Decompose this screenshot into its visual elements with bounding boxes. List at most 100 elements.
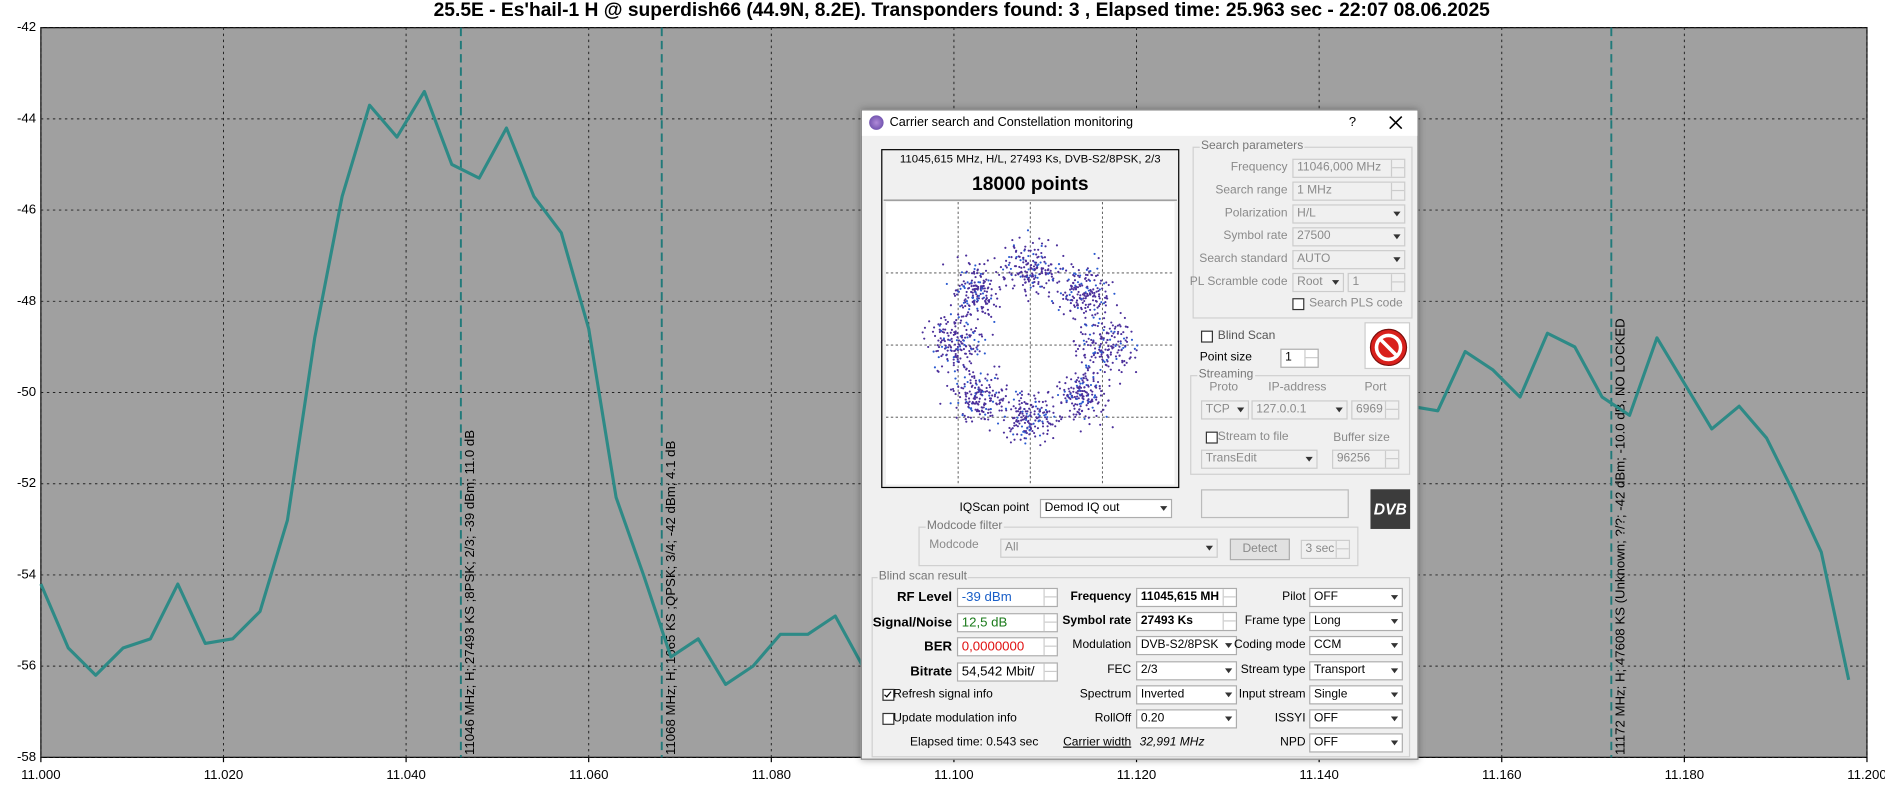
checkbox[interactable] xyxy=(1200,330,1213,343)
iq-point xyxy=(1098,348,1101,351)
iq-point xyxy=(1110,330,1113,333)
iq-point xyxy=(949,313,952,316)
input-field[interactable]: 27500 xyxy=(1292,227,1406,247)
input-field[interactable]: 1 xyxy=(1280,348,1319,368)
spinner[interactable] xyxy=(1222,589,1236,606)
iq-point xyxy=(975,400,978,404)
iq-point xyxy=(933,334,937,338)
spinner[interactable] xyxy=(1335,540,1349,558)
iq-point xyxy=(1082,297,1085,300)
close-icon xyxy=(1389,116,1403,130)
iq-point xyxy=(981,272,984,276)
checkbox[interactable] xyxy=(1205,431,1218,444)
iq-point xyxy=(1079,430,1082,433)
iq-point xyxy=(1071,295,1074,298)
input-field[interactable]: 54,542 Mbit/ xyxy=(956,662,1058,682)
input-field[interactable]: Single xyxy=(1309,684,1403,705)
iq-point xyxy=(1044,269,1047,272)
input-field[interactable]: 11046,000 MHz xyxy=(1292,158,1406,178)
input-field[interactable]: Transport xyxy=(1309,660,1403,680)
input-field[interactable]: 12,5 dB xyxy=(956,612,1058,632)
input-field[interactable]: H/L xyxy=(1292,204,1406,224)
input-field[interactable]: TransEdit xyxy=(1200,449,1318,469)
iq-point xyxy=(968,369,971,373)
input-field[interactable]: 127.0.0.1 xyxy=(1251,400,1348,420)
iq-point xyxy=(946,384,949,387)
iq-point xyxy=(1068,390,1071,393)
detect-button[interactable]: Detect xyxy=(1229,538,1290,561)
iq-point xyxy=(1088,333,1092,336)
input-field[interactable]: -39 dBm xyxy=(956,587,1058,608)
input-field[interactable]: 1 MHz xyxy=(1292,181,1406,201)
input-field[interactable]: CCM xyxy=(1309,636,1403,656)
iq-point xyxy=(1096,351,1099,355)
input-field[interactable]: 1 xyxy=(1347,272,1406,293)
checkbox[interactable] xyxy=(882,688,895,701)
input-field[interactable]: OFF xyxy=(1309,587,1403,608)
iq-point xyxy=(1100,301,1103,304)
iq-point xyxy=(1046,432,1049,436)
input-field[interactable]: AUTO xyxy=(1292,250,1406,270)
iq-point xyxy=(1032,268,1035,271)
spinner[interactable] xyxy=(1390,274,1405,291)
spinner[interactable] xyxy=(1390,182,1405,200)
spinner[interactable] xyxy=(1384,401,1399,419)
input-field[interactable]: Root xyxy=(1292,272,1345,293)
iq-point xyxy=(1005,409,1008,412)
input-field[interactable]: 11045,615 MH xyxy=(1136,587,1238,608)
input-field[interactable]: 2/3 xyxy=(1136,660,1238,680)
spinner[interactable] xyxy=(1304,349,1318,367)
input-field[interactable]: TCP xyxy=(1200,400,1250,420)
iq-point xyxy=(1044,271,1047,274)
iq-point xyxy=(1080,410,1084,413)
iq-point xyxy=(1093,351,1097,354)
input-field[interactable]: 6969 xyxy=(1351,400,1400,420)
iq-point xyxy=(978,397,981,400)
spinner[interactable] xyxy=(1043,613,1057,631)
label: Search standard xyxy=(1199,252,1288,266)
iq-point xyxy=(1109,351,1113,354)
close-button[interactable] xyxy=(1386,114,1405,132)
iq-point xyxy=(965,290,968,294)
input-field[interactable]: All xyxy=(1000,538,1218,558)
iq-point xyxy=(963,385,966,388)
input-field[interactable]: OFF xyxy=(1309,733,1403,753)
iq-point xyxy=(1046,411,1049,414)
stop-button[interactable] xyxy=(1364,322,1411,370)
iq-point xyxy=(1091,406,1094,409)
input-field[interactable]: 0,0000000 xyxy=(956,637,1058,657)
input-field[interactable]: 3 sec xyxy=(1300,539,1351,560)
label: Frequency xyxy=(1070,590,1132,604)
input-field[interactable]: DVB-S2/8PSK xyxy=(1136,636,1238,656)
spinner[interactable] xyxy=(1222,613,1236,631)
iq-point xyxy=(1070,263,1073,266)
iq-point xyxy=(980,333,983,336)
input-field[interactable]: Long xyxy=(1309,612,1403,632)
input-field[interactable]: 0.20 xyxy=(1136,709,1238,729)
spinner[interactable] xyxy=(1043,638,1057,656)
iq-point xyxy=(1043,414,1046,417)
input-field[interactable]: Demod IQ out xyxy=(1039,498,1173,519)
iq-point xyxy=(1036,276,1039,279)
spinner[interactable] xyxy=(1390,159,1405,177)
iq-point xyxy=(1135,349,1138,352)
input-field[interactable]: OFF xyxy=(1309,709,1403,729)
input-field[interactable]: 27493 Ks xyxy=(1136,612,1238,632)
checkbox[interactable] xyxy=(882,712,895,725)
help-button[interactable]: ? xyxy=(1348,115,1357,130)
iq-point xyxy=(1038,414,1041,417)
spinner[interactable] xyxy=(1384,450,1399,468)
iq-point xyxy=(1104,301,1107,304)
iq-point xyxy=(1130,330,1133,333)
checkbox[interactable] xyxy=(1292,298,1305,311)
spinner[interactable] xyxy=(1043,589,1057,606)
input-field[interactable]: 96256 xyxy=(1332,449,1400,469)
iq-point xyxy=(933,366,937,369)
iq-point xyxy=(947,371,950,374)
group-label: Search parameters xyxy=(1199,139,1305,154)
iq-point xyxy=(940,355,943,358)
input-field[interactable]: Inverted xyxy=(1136,684,1238,705)
iq-point xyxy=(966,380,969,384)
spinner[interactable] xyxy=(1043,663,1057,681)
iq-point xyxy=(1070,298,1073,302)
